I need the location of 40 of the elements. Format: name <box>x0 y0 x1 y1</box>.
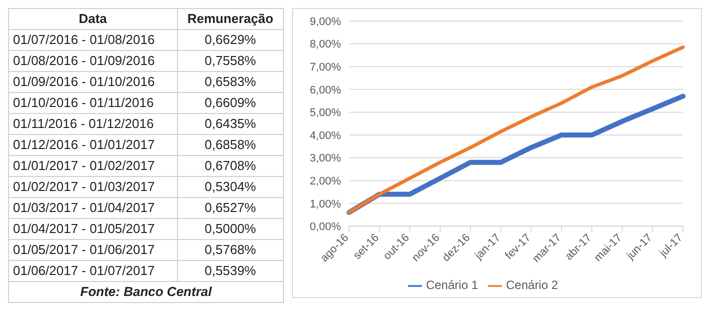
source-note: Fonte: Banco Central <box>8 282 284 302</box>
category-label: 01/04/2017 - 01/05/2017 <box>8 218 178 240</box>
y-tick-label: 1,00% <box>310 198 342 210</box>
category-label: 01/02/2017 - 01/03/2017 <box>8 176 178 198</box>
y-tick-label: 5,00% <box>310 107 342 120</box>
legend-label: Cenário 2 <box>506 278 558 292</box>
category-label: 01/07/2016 - 01/08/2016 <box>8 30 178 50</box>
category-label: 01/06/2017 - 01/07/2017 <box>8 260 178 282</box>
category-label: 01/09/2016 - 01/10/2016 <box>8 72 178 92</box>
text: 0,5000% <box>204 221 256 236</box>
text: 0,5539% <box>204 263 256 278</box>
y-tick-label: 0,00% <box>310 221 342 234</box>
text: 0,6629% <box>204 32 256 47</box>
y-tick-label: 8,00% <box>310 38 342 51</box>
category-label: 01/11/2016 - 01/12/2016 <box>8 114 178 134</box>
category-label: 01/12/2016 - 01/01/2017 <box>8 134 178 156</box>
category-label: 01/03/2017 - 01/04/2017 <box>8 198 178 218</box>
text: 0,6708% <box>204 158 256 173</box>
category-label: 01/05/2017 - 01/06/2017 <box>8 240 178 260</box>
y-tick-label: 6,00% <box>310 84 342 96</box>
text: 0,6583% <box>204 74 256 89</box>
category-label: 01/10/2016 - 01/11/2016 <box>8 92 178 114</box>
text: 0,5768% <box>204 242 256 257</box>
text: 0,5304% <box>204 179 256 194</box>
text: 0,6609% <box>204 95 256 110</box>
y-tick-label: 3,00% <box>310 152 342 165</box>
text: Data <box>8 8 178 30</box>
text: 0,6527% <box>204 200 256 215</box>
legend-label: Cenário 1 <box>426 278 478 292</box>
y-tick-label: 9,00% <box>310 16 342 28</box>
y-tick-label: 7,00% <box>310 62 342 74</box>
text: Remuneração <box>177 8 284 30</box>
y-tick-label: 4,00% <box>310 130 342 142</box>
category-label: 01/01/2017 - 01/02/2017 <box>8 156 178 176</box>
category-label: 01/08/2016 - 01/09/2016 <box>8 50 178 72</box>
line-series <box>347 45 685 214</box>
text: 0,7558% <box>204 53 256 68</box>
y-tick-label: 2,00% <box>310 175 342 188</box>
text: 0,6435% <box>204 116 256 131</box>
text: 0,6858% <box>204 137 256 152</box>
